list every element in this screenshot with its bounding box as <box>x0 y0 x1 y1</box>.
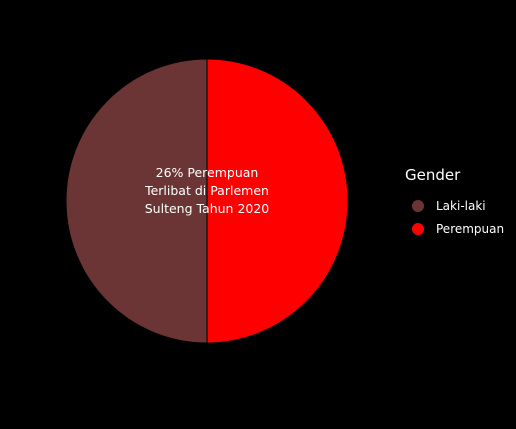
legend-title: Gender <box>405 166 504 184</box>
legend-key-laki-laki <box>412 200 424 212</box>
annotation-line-2: Terlibat di Parlemen <box>144 183 269 198</box>
legend-label-laki-laki: Laki-laki <box>436 199 486 213</box>
legend-item-perempuan: Perempuan <box>405 217 504 240</box>
annotation-line-3: Sulteng Tahun 2020 <box>145 201 270 216</box>
legend-key-perempuan <box>412 223 424 235</box>
annotation-line-1: 26% Perempuan <box>156 165 259 180</box>
legend-item-laki-laki: Laki-laki <box>405 194 504 217</box>
legend-label-perempuan: Perempuan <box>436 222 504 236</box>
legend: Gender Laki-laki Perempuan <box>405 166 504 240</box>
